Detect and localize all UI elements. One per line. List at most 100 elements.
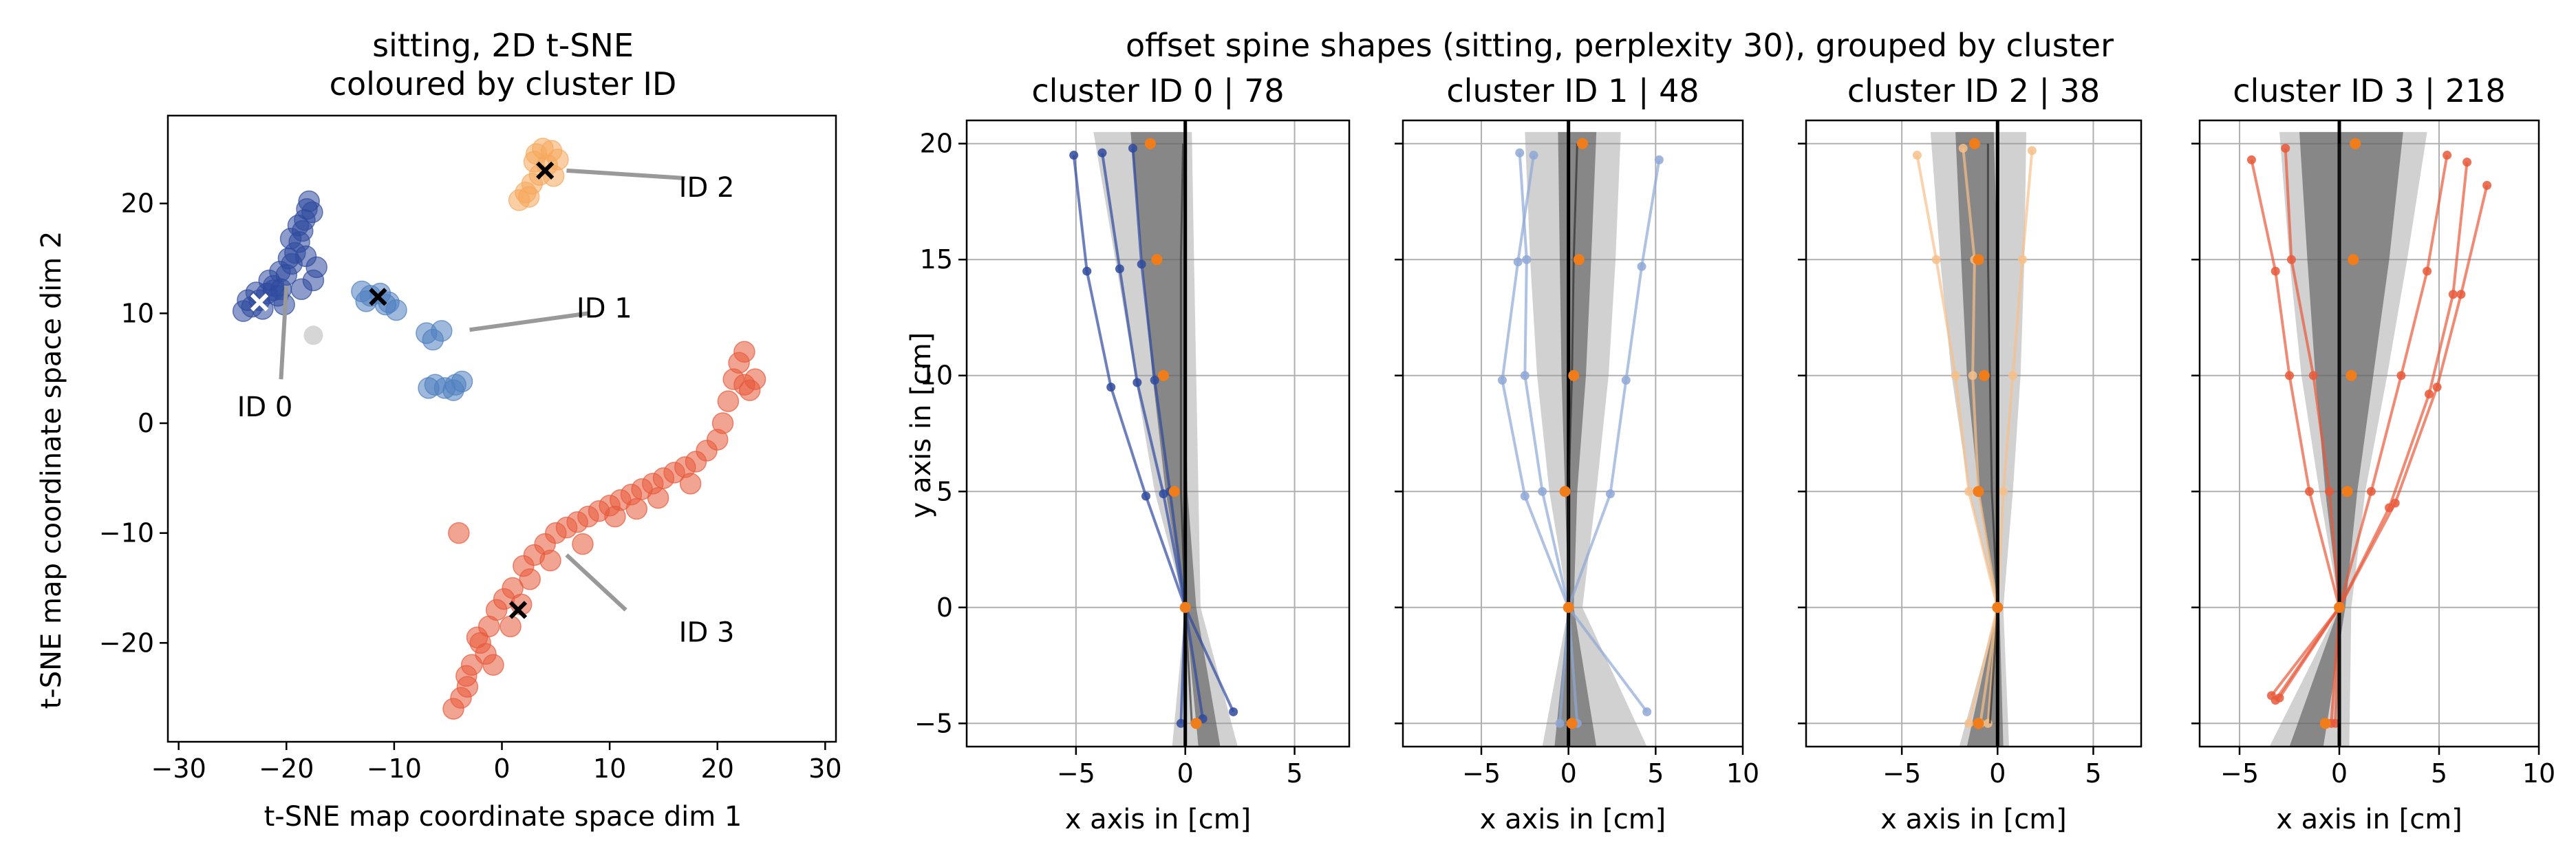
spine-sample-point bbox=[1176, 718, 1185, 728]
spine-sample-point bbox=[1529, 151, 1538, 160]
spine-sample-point bbox=[1654, 155, 1664, 164]
tsne-plot-frame bbox=[167, 114, 837, 743]
spine-sample-point bbox=[1621, 375, 1631, 385]
tsne-y-tick-label: 0 bbox=[138, 408, 154, 438]
spine-sample-point bbox=[2443, 151, 2452, 160]
mean-vertebra-point bbox=[1992, 601, 2004, 613]
x-tick-label: 0 bbox=[1177, 758, 1194, 789]
x-tick-label: 5 bbox=[1647, 758, 1664, 789]
mean-vertebra-point bbox=[2334, 601, 2345, 613]
mean-vertebra-point bbox=[1566, 718, 1578, 729]
spine-sample-point bbox=[1964, 486, 1974, 496]
panel-plot-area bbox=[967, 120, 1349, 747]
spread-band-outer bbox=[1525, 131, 1647, 747]
tsne-x-tick-label: 20 bbox=[701, 753, 734, 784]
mean-vertebra-point bbox=[1576, 138, 1588, 149]
spine-sample-point bbox=[2275, 693, 2284, 703]
cluster-1-point bbox=[431, 320, 453, 342]
cluster-panel-title: cluster ID 0 | 78 bbox=[1031, 72, 1284, 110]
mean-vertebra-point bbox=[2350, 138, 2361, 149]
cluster-3-point bbox=[679, 473, 702, 495]
spine-sample-point bbox=[1999, 486, 2008, 496]
cluster-3-point bbox=[717, 390, 740, 412]
tsne-title-line1: sitting, 2D t-SNE bbox=[372, 27, 634, 64]
mean-vertebra-point bbox=[2348, 254, 2359, 266]
spine-sample-point bbox=[2271, 266, 2280, 276]
panel-frame bbox=[1402, 119, 1744, 748]
spine-sample-point bbox=[2017, 255, 2027, 264]
spine-shapes-figure: offset spine shapes (sitting, perplexity… bbox=[905, 27, 2555, 835]
mean-vertebra-point bbox=[1563, 601, 1574, 613]
spine-sample-point bbox=[2396, 371, 2406, 381]
spine-sample-point bbox=[2027, 146, 2037, 156]
spine-sample-point bbox=[1538, 486, 1547, 496]
cluster-3-point bbox=[500, 615, 522, 638]
spine-sample-point bbox=[1605, 489, 1615, 499]
spine-sample-point bbox=[1141, 491, 1151, 501]
spine-sample-point bbox=[1520, 491, 1530, 501]
spine-sample-point bbox=[2482, 180, 2492, 190]
cluster-3-point bbox=[572, 533, 594, 555]
spine-sample-point bbox=[2425, 389, 2434, 399]
x-tick-label: 0 bbox=[2331, 758, 2348, 789]
spine-panel-0: cluster ID 0 | 78 −5 0 5 −5 0 5 10 15 20 x axis in… bbox=[914, 72, 1351, 835]
tsne-x-axis-label: t-SNE map coordinate space dim 1 bbox=[264, 801, 742, 833]
x-tick-label: −5 bbox=[1882, 758, 1921, 789]
spine-panel-1: cluster ID 1 | 48 −5 0 5 10 x axis in [cm] bbox=[1395, 72, 1759, 835]
spine-sample-point bbox=[2325, 486, 2334, 496]
cluster-panel-title: cluster ID 2 | 38 bbox=[1847, 72, 2100, 110]
tsne-x-tick-label: 30 bbox=[808, 753, 841, 784]
spine-sample-point bbox=[1150, 375, 1159, 385]
spine-suptitle: offset spine shapes (sitting, perplexity… bbox=[1126, 27, 2114, 64]
y-tick-label: 5 bbox=[936, 476, 953, 506]
tsne-x-tick-label: −30 bbox=[151, 753, 206, 784]
mean-vertebra-point bbox=[1978, 370, 1990, 381]
cluster-3-center-marker bbox=[508, 601, 528, 619]
tsne-y-tick-label: −10 bbox=[99, 518, 154, 548]
spine-sample-line bbox=[1131, 148, 1205, 719]
cluster-3-annotation: ID 3 bbox=[679, 617, 735, 648]
cluster-2-point bbox=[542, 165, 565, 187]
spine-sample-point bbox=[1555, 718, 1565, 728]
spine-sample-point bbox=[1520, 371, 1530, 381]
mean-vertebra-point bbox=[1151, 254, 1163, 266]
panel-x-axis-label: x axis in [cm] bbox=[1065, 804, 1252, 835]
cluster-3-point bbox=[482, 654, 504, 676]
y-tick-label: 0 bbox=[936, 592, 953, 623]
spine-sample-point bbox=[2281, 143, 2290, 153]
spine-panel-2: cluster ID 2 | 38 −5 0 5 x axis in [cm] bbox=[1798, 72, 2143, 835]
spine-sample-point bbox=[1958, 143, 1968, 153]
spine-sample-point bbox=[1931, 255, 1941, 264]
mean-vertebra-point bbox=[2341, 486, 2353, 497]
cluster-1-point bbox=[418, 377, 440, 399]
spine-sample-point bbox=[2285, 371, 2294, 381]
mean-vertebra-point bbox=[1573, 254, 1585, 266]
spine-sample-point bbox=[2448, 290, 2458, 299]
spine-sample-point bbox=[1513, 257, 1523, 267]
cluster-2-point bbox=[517, 186, 540, 208]
x-tick-label: −5 bbox=[1462, 758, 1501, 789]
spread-band-inner bbox=[1130, 131, 1221, 747]
cluster-panel-title: cluster ID 3 | 218 bbox=[2233, 72, 2505, 110]
mean-vertebra-point bbox=[1190, 718, 1202, 729]
spine-sample-line bbox=[1915, 155, 1999, 724]
mean-vertebra-point bbox=[1568, 370, 1580, 381]
cluster-3-point bbox=[448, 522, 470, 544]
spine-sample-point bbox=[1133, 378, 1142, 387]
cluster-1-leader-line bbox=[469, 311, 589, 332]
mean-vertebra-point bbox=[1973, 718, 1984, 729]
spine-sample-line bbox=[1072, 155, 1235, 713]
tsne-x-tick-label: 0 bbox=[493, 753, 510, 784]
mean-vertebra-point bbox=[1559, 486, 1571, 497]
spine-sample-point bbox=[1964, 718, 1974, 728]
tsne-x-tick-label: −10 bbox=[367, 753, 422, 784]
panel-x-axis-label: x axis in [cm] bbox=[2276, 804, 2462, 835]
spine-sample-point bbox=[1912, 151, 1922, 160]
x-tick-label: 10 bbox=[2522, 758, 2555, 789]
spine-sample-point bbox=[1106, 383, 1116, 392]
cluster-0-annotation: ID 0 bbox=[237, 392, 293, 423]
spine-sample-point bbox=[1115, 264, 1124, 274]
spine-sample-point bbox=[1229, 707, 1238, 716]
spine-sample-line bbox=[1962, 148, 1999, 724]
cluster-1-point bbox=[444, 374, 466, 396]
